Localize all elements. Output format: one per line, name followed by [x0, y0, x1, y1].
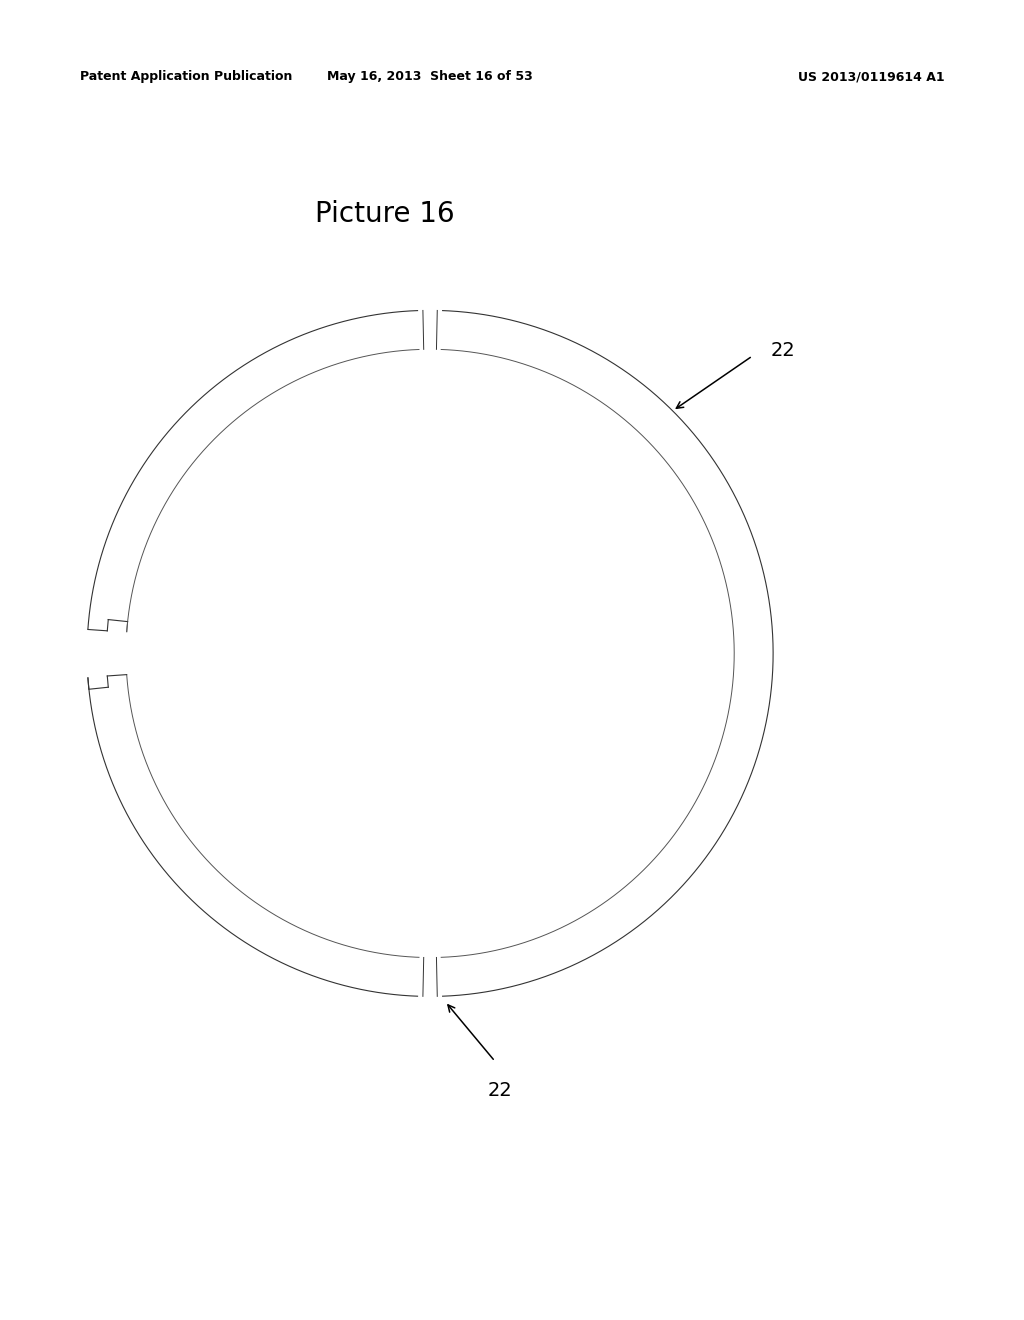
Text: May 16, 2013  Sheet 16 of 53: May 16, 2013 Sheet 16 of 53: [327, 70, 532, 83]
Text: US 2013/0119614 A1: US 2013/0119614 A1: [798, 70, 944, 83]
Text: 22: 22: [771, 342, 796, 360]
Text: Picture 16: Picture 16: [315, 201, 455, 228]
Text: Patent Application Publication: Patent Application Publication: [80, 70, 293, 83]
Text: 22: 22: [487, 1081, 512, 1101]
